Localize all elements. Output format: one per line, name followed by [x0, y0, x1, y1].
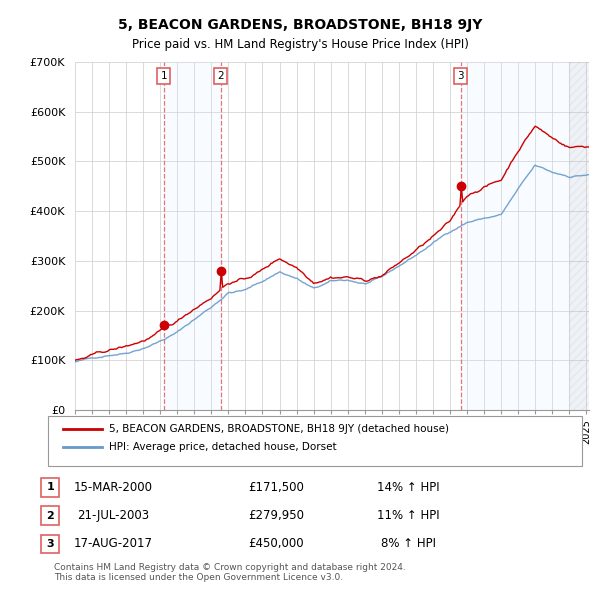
Text: 5, BEACON GARDENS, BROADSTONE, BH18 9JY: 5, BEACON GARDENS, BROADSTONE, BH18 9JY [118, 18, 482, 32]
Text: 3: 3 [457, 71, 464, 81]
Text: 2: 2 [47, 511, 54, 520]
Bar [164, 62, 221, 410]
Text: 1: 1 [47, 483, 54, 492]
Text: 1: 1 [160, 71, 167, 81]
Text: 17-AUG-2017: 17-AUG-2017 [73, 537, 152, 550]
Text: 3: 3 [47, 539, 54, 549]
Text: £279,950: £279,950 [248, 509, 304, 522]
Text: 14% ↑ HPI: 14% ↑ HPI [377, 481, 439, 494]
Text: 21-JUL-2003: 21-JUL-2003 [77, 509, 149, 522]
Text: 15-MAR-2000: 15-MAR-2000 [73, 481, 152, 494]
Text: £171,500: £171,500 [248, 481, 304, 494]
Text: HPI: Average price, detached house, Dorset: HPI: Average price, detached house, Dors… [109, 442, 337, 451]
Bar [461, 62, 586, 410]
Text: 2: 2 [217, 71, 224, 81]
Text: 8% ↑ HPI: 8% ↑ HPI [380, 537, 436, 550]
Text: Contains HM Land Registry data © Crown copyright and database right 2024.
This d: Contains HM Land Registry data © Crown c… [54, 563, 406, 582]
Text: 11% ↑ HPI: 11% ↑ HPI [377, 509, 439, 522]
Text: Price paid vs. HM Land Registry's House Price Index (HPI): Price paid vs. HM Land Registry's House … [131, 38, 469, 51]
Text: £450,000: £450,000 [248, 537, 304, 550]
Text: 5, BEACON GARDENS, BROADSTONE, BH18 9JY (detached house): 5, BEACON GARDENS, BROADSTONE, BH18 9JY … [109, 424, 449, 434]
Bar [569, 62, 589, 410]
